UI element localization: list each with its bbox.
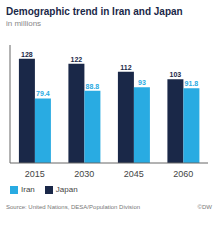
svg-text:91.8: 91.8	[185, 80, 199, 87]
svg-text:2060: 2060	[173, 169, 193, 179]
html-text:Japan: Japan	[55, 185, 78, 194]
svg-text:79.4: 79.4	[36, 90, 50, 97]
svg-text:93: 93	[138, 79, 146, 86]
svg-text:88.8: 88.8	[86, 83, 100, 90]
html-text:Source: United Nations, DESA/P: Source: United Nations, DESA/Population …	[6, 204, 141, 210]
svg-text:112: 112	[120, 64, 131, 71]
svg-text:2030: 2030	[74, 169, 94, 179]
html-text:©DW: ©DW	[197, 204, 212, 210]
svg-text:103: 103	[170, 71, 182, 78]
svg-text:2045: 2045	[124, 169, 144, 179]
svg-text:2015: 2015	[25, 169, 45, 179]
svg-text:122: 122	[71, 56, 83, 63]
html-text:Demographic trend in Iran and: Demographic trend in Iran and Japan	[6, 6, 183, 17]
html-text:Iran: Iran	[21, 185, 35, 194]
html-text:in millions: in millions	[6, 19, 42, 28]
svg-text:128: 128	[21, 51, 33, 58]
